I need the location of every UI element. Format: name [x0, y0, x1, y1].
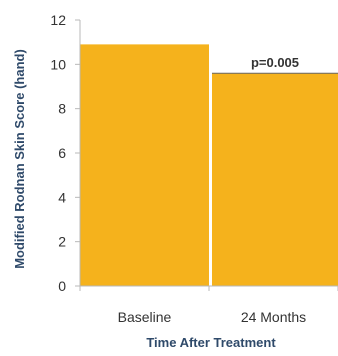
y-tick-label-5: 10: [50, 56, 66, 72]
x-tick-label-1: 24 Months: [241, 309, 306, 325]
annotation-label: p=0.005: [251, 55, 299, 70]
plot-area: 0 2 4 6 8 10 12 Baseline 24 Months p=0.005: [50, 12, 338, 325]
x-tick-label-0: Baseline: [118, 309, 172, 325]
y-tick-label-3: 6: [58, 145, 66, 161]
y-tick-label-4: 8: [58, 101, 66, 117]
y-tick-label-2: 4: [58, 189, 66, 205]
y-axis-title: Modified Rodnan Skin Score (hand): [12, 49, 27, 269]
y-tick-label-6: 12: [50, 12, 66, 28]
bar-1: [212, 73, 338, 286]
y-tick-label-1: 2: [58, 234, 66, 250]
bar-0: [80, 44, 209, 287]
x-axis-title: Time After Treatment: [146, 335, 276, 350]
y-tick-label-0: 0: [58, 278, 66, 294]
